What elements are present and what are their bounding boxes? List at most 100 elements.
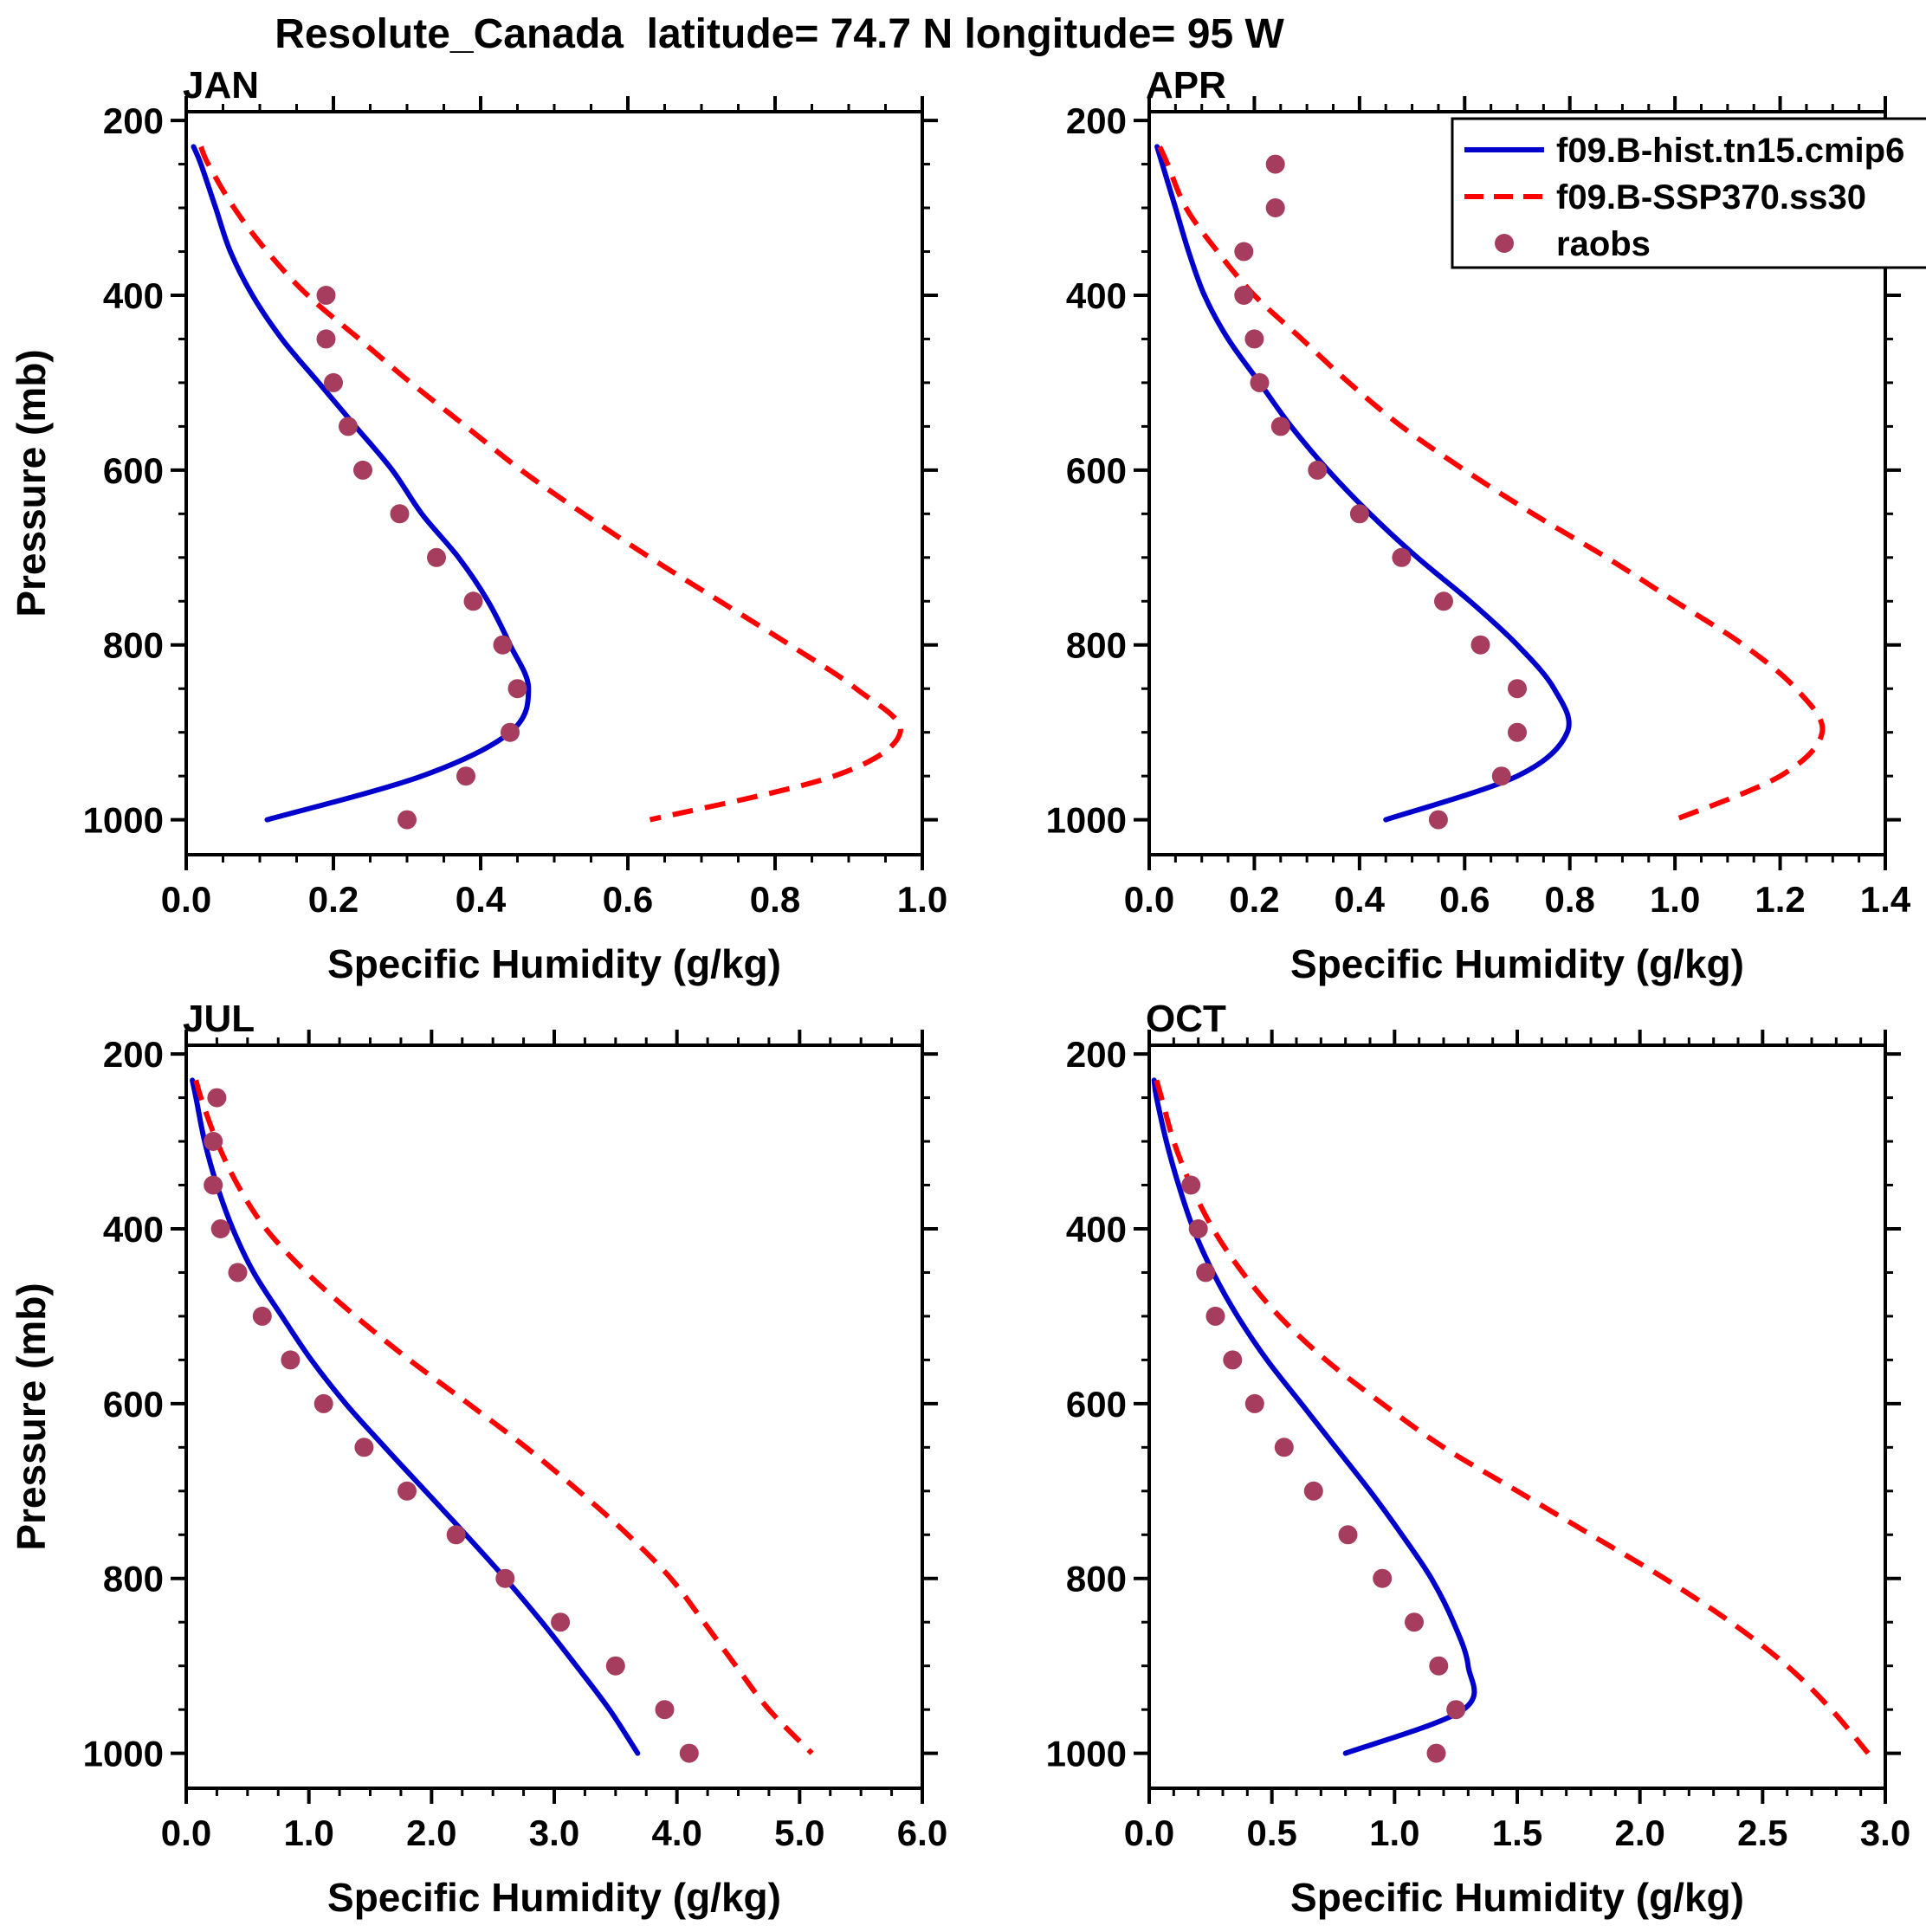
x-tick-label: 3.0 bbox=[1860, 1812, 1910, 1853]
x-tick-label: 6.0 bbox=[897, 1812, 947, 1853]
y-tick-label: 800 bbox=[103, 625, 164, 666]
series-hist-line bbox=[1151, 1077, 1477, 1756]
raobs-dot bbox=[339, 417, 358, 436]
legend-raobs-sample bbox=[1495, 234, 1514, 253]
x-tick-label: 1.4 bbox=[1860, 879, 1911, 920]
x-tick-label: 0.0 bbox=[161, 879, 211, 920]
legend-hist-label: f09.B-hist.tn15.cmip6 bbox=[1556, 132, 1904, 170]
x-tick-label: 0.0 bbox=[161, 1812, 211, 1853]
series-raobs-dots bbox=[316, 286, 527, 830]
x-tick-label: 0.0 bbox=[1124, 1812, 1174, 1853]
raobs-dot bbox=[1446, 1700, 1466, 1720]
raobs-dot bbox=[354, 1438, 374, 1457]
x-tick-label: 0.6 bbox=[1439, 879, 1490, 920]
y-tick-label: 400 bbox=[1066, 1209, 1127, 1250]
x-axis-title: Specific Humidity (g/kg) bbox=[1290, 1875, 1744, 1920]
y-tick-label: 200 bbox=[103, 100, 164, 141]
panel-month-title: JUL bbox=[183, 998, 255, 1040]
x-tick-label: 0.4 bbox=[456, 879, 507, 920]
x-tick-label: 3.0 bbox=[529, 1812, 579, 1853]
raobs-dot bbox=[495, 1568, 515, 1588]
y-tick-label: 600 bbox=[103, 450, 164, 491]
raobs-dot bbox=[281, 1350, 301, 1370]
x-tick-label: 0.2 bbox=[308, 879, 359, 920]
raobs-dot bbox=[1428, 810, 1448, 830]
raobs-dot bbox=[446, 1525, 466, 1545]
y-tick-label: 1000 bbox=[1046, 1734, 1127, 1774]
series-hist-line bbox=[190, 1077, 641, 1756]
figure-title: Resolute_Canada latitude= 74.7 N longitu… bbox=[275, 11, 1284, 57]
y-tick-label: 400 bbox=[1066, 275, 1127, 316]
raobs-dot bbox=[207, 1088, 227, 1108]
y-axis-title: Pressure (mb) bbox=[9, 1283, 54, 1550]
raobs-dot bbox=[679, 1743, 699, 1763]
x-tick-label: 1.0 bbox=[283, 1812, 333, 1853]
raobs-dot bbox=[1405, 1612, 1424, 1632]
raobs-dot bbox=[1426, 1743, 1446, 1763]
legend: f09.B-hist.tn15.cmip6 f09.B-SSP370.ss30 ra… bbox=[1451, 117, 1926, 269]
raobs-dot bbox=[316, 329, 336, 349]
raobs-dot bbox=[1508, 722, 1527, 742]
x-tick-label: 0.6 bbox=[603, 879, 653, 920]
raobs-dot bbox=[493, 635, 513, 655]
plot-frame bbox=[184, 110, 924, 856]
x-axis-title: Specific Humidity (g/kg) bbox=[327, 1875, 781, 1920]
y-tick-label: 600 bbox=[103, 1384, 164, 1425]
series-ssp-line bbox=[198, 145, 903, 823]
raobs-dot bbox=[1349, 504, 1369, 524]
x-tick-label: 0.4 bbox=[1335, 879, 1386, 920]
raobs-dot bbox=[324, 372, 343, 392]
raobs-dot bbox=[1491, 766, 1511, 786]
raobs-dot bbox=[1265, 198, 1285, 217]
raobs-dot bbox=[228, 1263, 248, 1283]
x-tick-label: 0.2 bbox=[1229, 879, 1279, 920]
y-tick-label: 200 bbox=[103, 1034, 164, 1075]
y-tick-label: 1000 bbox=[83, 1734, 164, 1774]
y-tick-label: 1000 bbox=[83, 800, 164, 841]
raobs-dot bbox=[397, 810, 417, 830]
panel-month-title: JAN bbox=[183, 64, 259, 107]
raobs-dot bbox=[1234, 286, 1254, 305]
series-ssp-line bbox=[1157, 145, 1826, 823]
series-raobs-dots bbox=[204, 1088, 699, 1763]
raobs-dot bbox=[1338, 1525, 1358, 1545]
raobs-dot bbox=[1434, 591, 1453, 611]
raobs-dot bbox=[427, 547, 446, 567]
x-tick-label: 1.5 bbox=[1492, 1812, 1542, 1853]
legend-ssp-label: f09.B-SSP370.ss30 bbox=[1556, 178, 1866, 216]
x-axis-title: Specific Humidity (g/kg) bbox=[1290, 941, 1744, 986]
raobs-dot bbox=[1508, 679, 1527, 699]
y-tick-label: 200 bbox=[1066, 100, 1127, 141]
y-axis: 200 400 600 800 1000 bbox=[83, 100, 938, 841]
y-axis: 200 400 600 800 1000 bbox=[1046, 1034, 1901, 1774]
x-tick-label: 2.0 bbox=[406, 1812, 456, 1853]
x-axis: 0.0 0.2 0.4 0.6 0.8 1.0 bbox=[161, 96, 947, 920]
plot-frame bbox=[184, 1044, 924, 1790]
raobs-dot bbox=[1250, 372, 1270, 392]
plot-frame bbox=[1147, 1044, 1887, 1790]
raobs-dot bbox=[390, 504, 410, 524]
y-axis: 200 400 600 800 1000 bbox=[1046, 100, 1901, 841]
x-tick-label: 1.2 bbox=[1755, 879, 1805, 920]
y-tick-label: 200 bbox=[1066, 1034, 1127, 1075]
x-tick-label: 2.0 bbox=[1614, 1812, 1664, 1853]
raobs-dot bbox=[1392, 547, 1412, 567]
raobs-dot bbox=[204, 1175, 223, 1195]
x-axis: 0.0 0.5 1.0 1.5 2.0 2.5 3.0 bbox=[1124, 1030, 1910, 1853]
legend-box bbox=[1451, 117, 1926, 269]
panel-apr: APR 0.0 0.2 0.4 0.6 0.8 1.0 1.2 1.4 200 400 600 800 1… bbox=[963, 58, 1926, 992]
raobs-dot bbox=[1196, 1263, 1216, 1283]
raobs-dot bbox=[463, 591, 483, 611]
raobs-dot bbox=[1181, 1175, 1201, 1195]
raobs-dot bbox=[204, 1132, 223, 1151]
y-tick-label: 600 bbox=[1066, 450, 1127, 491]
x-tick-label: 0.0 bbox=[1124, 879, 1174, 920]
y-tick-label: 800 bbox=[1066, 625, 1127, 666]
x-axis-title: Specific Humidity (g/kg) bbox=[327, 941, 781, 986]
series-raobs-dots bbox=[1234, 154, 1527, 830]
x-tick-label: 4.0 bbox=[651, 1812, 701, 1853]
x-tick-label: 0.8 bbox=[750, 879, 800, 920]
chart-oct: OCT 0.0 0.5 1.0 1.5 2.0 2.5 3.0 200 400 600 800 1000… bbox=[1046, 998, 1911, 1920]
y-tick-label: 1000 bbox=[1046, 800, 1127, 841]
